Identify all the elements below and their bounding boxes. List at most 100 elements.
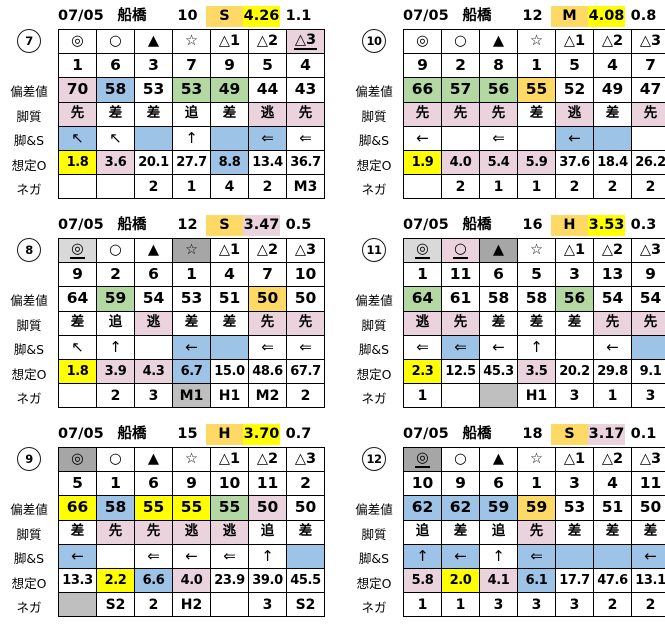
cell-text: ↑	[416, 546, 429, 565]
cell-text: ←	[416, 128, 429, 147]
row-label-column: 7 偏差値 脚質 脚&S 想定O ネガ	[0, 4, 58, 213]
cell-nega: 2	[593, 174, 632, 200]
cell-text: △1	[563, 242, 586, 259]
table-row-kyakushitsu: 先先先差逃差先	[403, 101, 665, 127]
race-margin: 0.3	[630, 217, 657, 233]
table-row-souteio: 5.8 2.0 4.1 6.1 17.7 47.6 13.1	[403, 567, 665, 594]
cell-text: 50	[294, 498, 317, 517]
cell-hensachi: 58	[96, 77, 135, 103]
cell-nega: H1	[210, 383, 249, 409]
cell-text: ○	[109, 33, 122, 50]
race-card-9: 9 偏差値 脚質 脚&S 想定O ネガ 07/05 船橋 15 H 3.70 0.7 ◎ ○ ▲ ☆ △1 △2 △…	[0, 422, 325, 631]
race-number-badge: 7	[17, 29, 41, 54]
table-row-numbers: 9 2 8 1 5 4 7	[403, 53, 665, 79]
cell-text: ←	[185, 546, 198, 565]
cell-text: 50	[639, 498, 662, 517]
cell-text: 8.8	[218, 155, 241, 171]
cell-text: 20.1	[138, 155, 169, 171]
race-value: 4.26	[243, 6, 280, 27]
cell-symbols: △1	[210, 237, 249, 264]
row-label-hensachi: 偏差値	[10, 501, 48, 517]
cell-text: 6.6	[142, 573, 165, 589]
cell-symbols: △2	[593, 28, 632, 55]
table-row-numbers: 1 6 3 7 9 5 4	[58, 53, 325, 79]
table-row-nega: S2 2 H2 3 S2	[58, 592, 325, 618]
cell-text: M2	[255, 387, 280, 404]
cell-kyakushitsu: 差	[517, 310, 556, 336]
cell-hensachi: 55	[172, 495, 211, 521]
cell-text: 70	[66, 80, 89, 99]
table-row-kyaku_s: ← ⇐ ← ⇐ ↑	[58, 543, 325, 569]
table-row-kyakushitsu: 差追逃差差先先	[58, 310, 325, 336]
race-card-main: 07/05 船橋 12 M 4.08 0.8 ◎ ○ ▲ ☆ △1 △2 △3 9 2 8 1 5 4 7 66 57 56…	[403, 4, 665, 213]
race-date: 07/05	[58, 426, 104, 442]
cell-text: 3	[569, 596, 580, 613]
cell-hensachi: 51	[593, 495, 632, 521]
cell-text: 2	[607, 178, 618, 195]
race-number-badge-text: 7	[25, 34, 33, 49]
cell-nega: 1	[403, 383, 442, 409]
race-card-main: 07/05 船橋 16 H 3.53 0.3 ◎ ○ ▲ ☆ △1 △2 △3 1 11 6 5 3 13 9 64 61…	[403, 213, 665, 422]
cell-kyakushitsu: 差	[210, 101, 249, 127]
cell-symbols: △3	[286, 446, 325, 473]
cell-text: 差	[222, 105, 237, 122]
cell-numbers: 1	[96, 471, 135, 497]
cell-nega: 1	[403, 592, 442, 618]
cell-hensachi: 56	[479, 77, 518, 103]
cell-kyaku_s: ⇐	[248, 125, 287, 151]
table-row-symbols: ◎ ○ ▲ ☆ △1 △2 △3	[403, 237, 665, 264]
cell-kyaku_s: ←	[441, 543, 480, 569]
race-grade: H	[206, 424, 243, 445]
cell-text: 2	[262, 178, 273, 195]
cell-text: △2	[256, 242, 279, 259]
race-number: 16	[522, 217, 543, 233]
label-spacer	[345, 54, 403, 79]
cell-symbols: △2	[593, 446, 632, 473]
cell-hensachi: 57	[441, 77, 480, 103]
cell-text: ⇐	[261, 128, 274, 147]
row-label-nega: ネガ	[361, 600, 387, 616]
cell-hensachi: 53	[555, 495, 594, 521]
cell-text: 43	[294, 80, 317, 99]
cell-text: 4	[224, 265, 235, 284]
cell-text: ☆	[185, 242, 198, 259]
cell-text: 3	[148, 387, 159, 404]
cell-nega: 2	[96, 383, 135, 409]
cell-text: 差	[70, 523, 85, 540]
race-margin: 0.1	[630, 426, 657, 442]
table-row-symbols: ◎ ○ ▲ ☆ △1 △2 △3	[403, 28, 665, 55]
cell-text: 4	[607, 474, 618, 493]
cell-text: 差	[605, 105, 620, 122]
cell-numbers: 9	[441, 471, 480, 497]
cell-text: 58	[104, 80, 127, 99]
cell-nega	[210, 592, 249, 618]
cell-text: 9	[417, 56, 428, 75]
race-grade: M	[551, 6, 588, 27]
cell-text: 13.1	[635, 573, 665, 589]
cell-text: 4.3	[142, 364, 165, 380]
cell-nega: 3	[517, 592, 556, 618]
cell-text: ◎	[415, 242, 430, 260]
cell-kyakushitsu: 先	[631, 101, 665, 127]
cell-text: ⇐	[261, 337, 274, 356]
cell-text: 差	[70, 314, 85, 331]
cell-souteio: 12.5	[441, 358, 480, 385]
cell-kyakushitsu: 差	[631, 519, 665, 545]
cell-text: 36.7	[290, 155, 321, 171]
cell-text: 50	[256, 498, 279, 517]
cell-kyakushitsu: 追	[96, 310, 135, 336]
cell-kyaku_s: ↑	[517, 334, 556, 360]
cell-text: 1.8	[66, 364, 89, 380]
row-label-column: 10 偏差値 脚質 脚&S 想定O ネガ	[345, 4, 403, 213]
cell-kyaku_s: ↑	[172, 125, 211, 151]
cell-symbols: ▲	[134, 237, 173, 264]
cell-text: 4.0	[449, 155, 472, 171]
cell-hensachi: 62	[403, 495, 442, 521]
row-label-column: 11 偏差値 脚質 脚&S 想定O ネガ	[345, 213, 403, 422]
cell-text: ◎	[415, 451, 430, 469]
cell-text: 59	[487, 498, 510, 517]
cell-nega: 1	[517, 174, 556, 200]
race-table: ◎ ○ ▲ ☆ △1 △2 △3 1 11 6 5 3 13 9 64 61 58 58 56 54 54 逃先差差差先先…	[403, 237, 665, 409]
cell-souteio: 3.6	[96, 149, 135, 176]
cell-text: 3	[569, 387, 580, 404]
